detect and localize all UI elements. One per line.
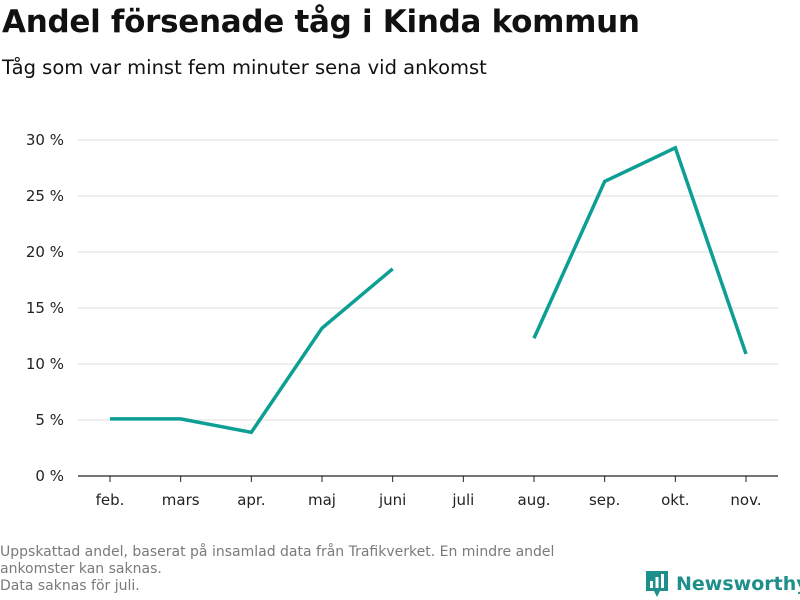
y-axis: 0 % 5 % 10 % 15 % 20 % 25 % 30 %	[26, 131, 64, 485]
bar-chart-pin-icon	[646, 571, 668, 597]
line-chart: 0 % 5 % 10 % 15 % 20 % 25 % 30 % feb. mars apr. m…	[26, 131, 778, 509]
footnote-line: Data saknas för juli.	[0, 578, 140, 594]
logo-text: Newsworthy	[676, 573, 800, 595]
x-tick-label: mars	[162, 491, 200, 509]
newsworthy-logo: Newsworthy	[644, 568, 800, 600]
x-tick-label: juni	[378, 491, 406, 509]
x-tick-label: maj	[308, 491, 336, 509]
x-tick-label: juli	[451, 491, 474, 509]
x-tick-label: sep.	[589, 491, 620, 509]
y-tick-label: 30 %	[26, 131, 64, 149]
y-tick-label: 0 %	[35, 467, 64, 485]
chart-title: Andel försenade tåg i Kinda kommun	[2, 4, 640, 40]
series-line-segment	[110, 267, 394, 435]
gridlines	[78, 139, 778, 477]
y-tick-label: 25 %	[26, 187, 64, 205]
x-tick-label: feb.	[96, 491, 125, 509]
x-tick-label: nov.	[730, 491, 761, 509]
series-line-segment	[532, 145, 748, 355]
x-axis: feb. mars apr. maj juni juli aug. sep. okt. nov.	[96, 476, 762, 509]
chart-subtitle: Tåg som var minst fem minuter sena vid a…	[2, 56, 487, 79]
series-lines	[110, 145, 748, 435]
footnote-line: Uppskattad andel, baserat på insamlad da…	[0, 544, 555, 560]
footnote-line: ankomster kan saknas.	[0, 561, 162, 577]
x-tick-label: okt.	[661, 491, 690, 509]
x-tick-label: aug.	[518, 491, 551, 509]
y-tick-label: 20 %	[26, 243, 64, 261]
x-tick-label: apr.	[237, 491, 265, 509]
y-tick-label: 10 %	[26, 355, 64, 373]
y-tick-label: 15 %	[26, 299, 64, 317]
y-tick-label: 5 %	[35, 411, 64, 429]
footnote: Uppskattad andel, baserat på insamlad da…	[0, 544, 640, 595]
